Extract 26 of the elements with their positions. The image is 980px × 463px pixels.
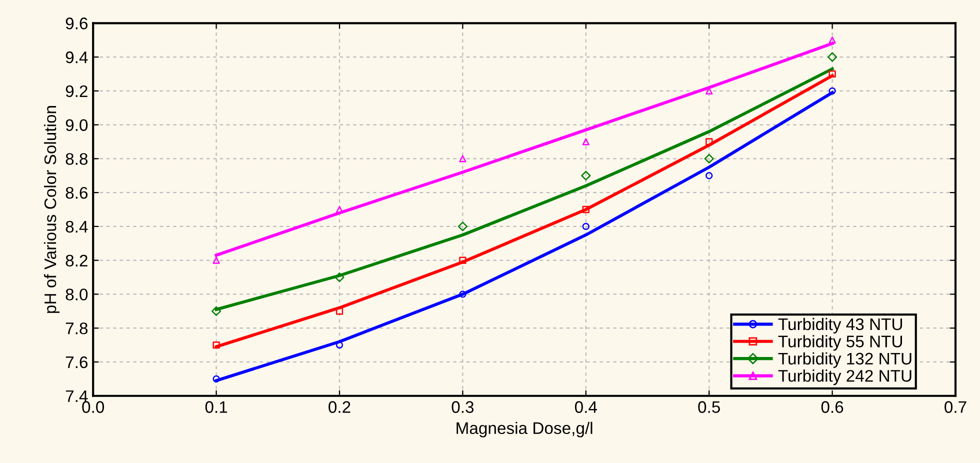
y-tick-label: 9.2 (66, 85, 88, 98)
y-tick-label: 9.0 (66, 119, 88, 132)
y-tick-label: 8.4 (66, 220, 88, 233)
x-tick-label: 0.2 (328, 401, 350, 413)
y-tick-label: 8.6 (66, 186, 88, 199)
legend-label: Turbidity 242 NTU (778, 370, 912, 386)
legend-label: Turbidity 43 NTU (778, 318, 902, 334)
x-tick-label: 0.0 (82, 401, 104, 413)
y-tick-label: 7.6 (66, 356, 88, 368)
y-tick-label: 7.4 (66, 390, 88, 402)
x-tick-label: 0.1 (205, 401, 228, 413)
y-tick-label: 9.6 (66, 18, 88, 30)
y-tick-label: 9.4 (66, 51, 88, 64)
y-tick-label: 8.2 (66, 254, 88, 267)
x-tick-label: 0.3 (452, 401, 474, 413)
x-tick-label: 0.6 (821, 401, 844, 413)
x-axis-title: Magnesia Dose,g/l (456, 422, 592, 438)
legend-label: Turbidity 132 NTU (778, 352, 912, 368)
x-tick-label: 0.5 (698, 401, 720, 413)
y-tick-label: 7.8 (66, 322, 88, 334)
x-tick-label: 0.7 (944, 401, 966, 413)
y-axis-title: pH of Various Color Solution (44, 106, 60, 313)
legend-label: Turbidity 55 NTU (778, 335, 902, 351)
x-tick-label: 0.4 (574, 401, 597, 413)
y-tick-label: 8.0 (66, 288, 88, 300)
y-tick-label: 8.8 (66, 153, 88, 165)
